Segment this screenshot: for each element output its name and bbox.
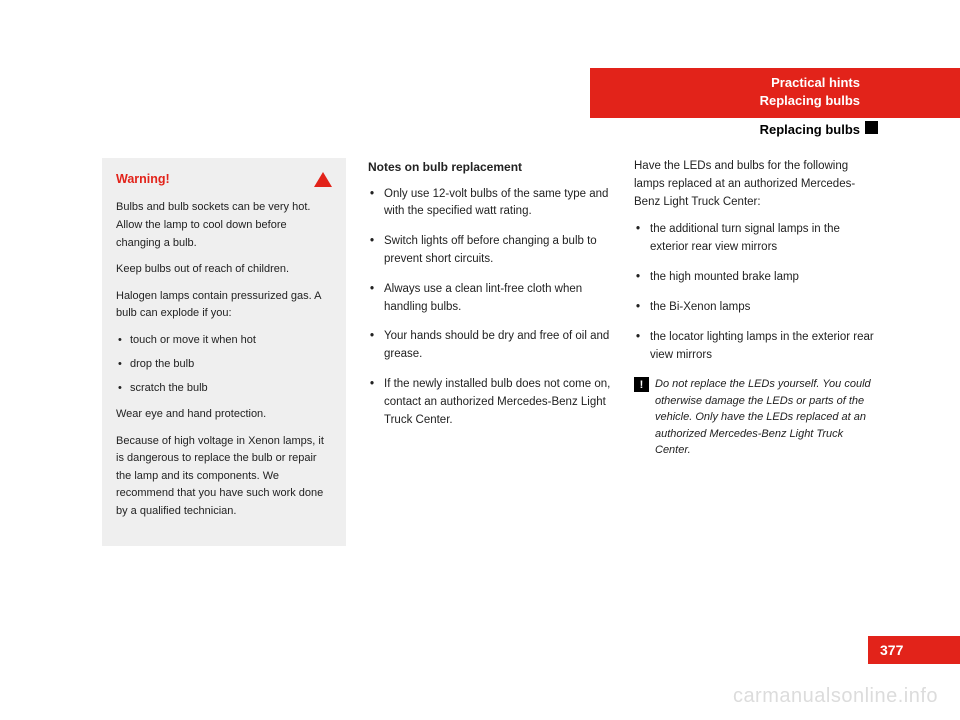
page-number: 377 [868, 636, 960, 664]
header-subtitle: Replacing bulbs [590, 92, 860, 110]
notes-item: If the newly installed bulb does not com… [368, 376, 612, 429]
caution-text: Do not replace the LEDs yourself. You co… [655, 376, 878, 459]
content-columns: Warning! Bulbs and bulb sockets can be v… [102, 158, 878, 546]
notes-item: Switch lights off before changing a bulb… [368, 233, 612, 269]
col3-item: the locator lighting lamps in the exteri… [634, 329, 878, 365]
column-2: Notes on bulb replacement Only use 12-vo… [368, 158, 612, 546]
section-marker [865, 121, 878, 134]
col3-item: the additional turn signal lamps in the … [634, 221, 878, 257]
page-subtitle: Replacing bulbs [760, 122, 860, 137]
col3-list: the additional turn signal lamps in the … [634, 221, 878, 364]
header-title: Practical hints [590, 74, 860, 92]
col3-item: the high mounted brake lamp [634, 269, 878, 287]
exclamation-icon: ! [634, 377, 649, 392]
warning-item: scratch the bulb [116, 380, 332, 397]
warning-p5: Because of high voltage in Xenon lamps, … [116, 433, 332, 521]
warning-p4: Wear eye and hand protection. [116, 406, 332, 424]
warning-p3: Halogen lamps contain pressurized gas. A… [116, 288, 332, 323]
warning-header: Warning! [116, 170, 332, 189]
warning-box: Warning! Bulbs and bulb sockets can be v… [102, 158, 346, 546]
warning-list: touch or move it when hot drop the bulb … [116, 332, 332, 397]
warning-p1: Bulbs and bulb sockets can be very hot. … [116, 199, 332, 252]
warning-p2: Keep bulbs out of reach of children. [116, 261, 332, 279]
notes-item: Always use a clean lint-free cloth when … [368, 281, 612, 317]
notes-item: Your hands should be dry and free of oil… [368, 328, 612, 364]
notes-title: Notes on bulb replacement [368, 158, 612, 177]
col3-intro: Have the LEDs and bulbs for the followin… [634, 158, 878, 211]
notes-list: Only use 12-volt bulbs of the same type … [368, 186, 612, 430]
watermark: carmanualsonline.info [733, 685, 938, 708]
caution-note: ! Do not replace the LEDs yourself. You … [634, 376, 878, 459]
warning-item: touch or move it when hot [116, 332, 332, 349]
notes-item: Only use 12-volt bulbs of the same type … [368, 186, 612, 222]
col3-item: the Bi-Xenon lamps [634, 299, 878, 317]
header-band: Practical hints Replacing bulbs [590, 68, 960, 118]
warning-title: Warning! [116, 170, 170, 189]
column-3: Have the LEDs and bulbs for the followin… [634, 158, 878, 546]
warning-item: drop the bulb [116, 356, 332, 373]
column-1: Warning! Bulbs and bulb sockets can be v… [102, 158, 346, 546]
warning-triangle-icon [314, 172, 332, 187]
